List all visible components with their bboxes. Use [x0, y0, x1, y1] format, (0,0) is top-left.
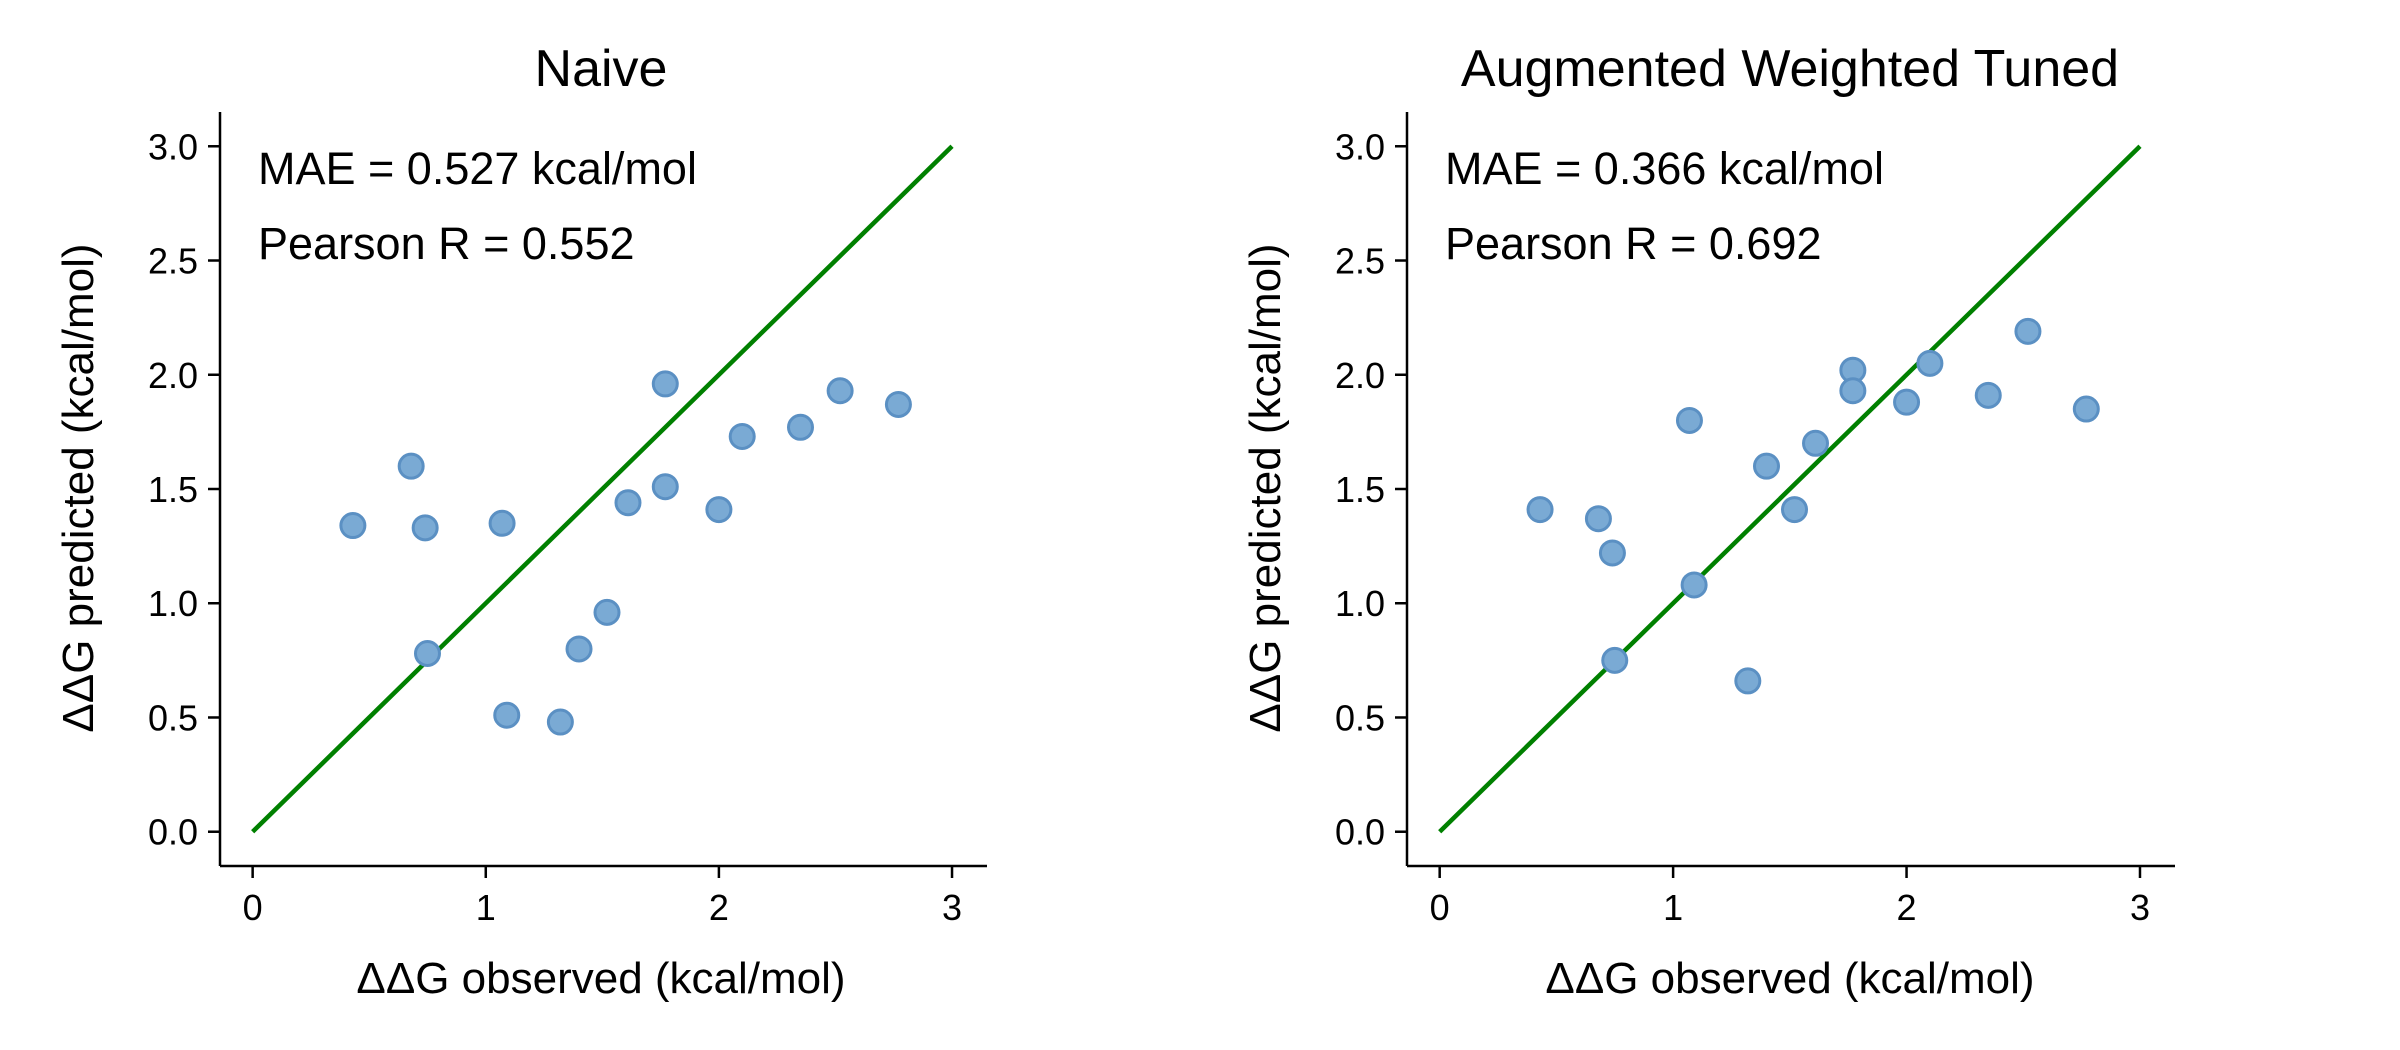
- y-tick-label: 0.0: [1335, 812, 1385, 853]
- data-point: [488, 509, 516, 537]
- data-point: [1916, 349, 1944, 377]
- data-point: [705, 496, 733, 524]
- y-axis-label: ΔΔG predicted (kcal/mol): [1241, 243, 1290, 732]
- data-point: [614, 489, 642, 517]
- data-point: [339, 512, 367, 540]
- pearson-annotation: Pearson R = 0.552: [258, 218, 635, 269]
- data-point: [2014, 317, 2042, 345]
- chart-title: Augmented Weighted Tuned: [1461, 40, 2119, 98]
- x-axis-ticks: 0 1 2 3: [1430, 866, 2150, 928]
- y-tick-label: 0.5: [148, 697, 198, 738]
- data-point: [593, 598, 621, 626]
- y-axis-ticks: 0.0 0.5 1.0 1.5 2.0 2.5 3.0: [1335, 126, 1407, 853]
- data-point: [1893, 388, 1921, 416]
- y-tick-label: 2.0: [148, 355, 198, 396]
- data-point: [1781, 496, 1809, 524]
- data-point: [651, 473, 679, 501]
- pearson-annotation: Pearson R = 0.692: [1445, 218, 1822, 269]
- data-point: [397, 452, 425, 480]
- data-point: [2072, 395, 2100, 423]
- chart-title: Naive: [535, 40, 668, 98]
- data-point: [1802, 429, 1830, 457]
- y-tick-label: 1.0: [148, 583, 198, 624]
- data-point: [884, 390, 912, 418]
- data-point: [1598, 539, 1626, 567]
- y-axis-ticks: 0.0 0.5 1.0 1.5 2.0 2.5 3.0: [148, 126, 220, 853]
- y-tick-label: 1.5: [1335, 469, 1385, 510]
- y-tick-label: 3.0: [1335, 126, 1385, 167]
- x-tick-label: 3: [942, 887, 962, 928]
- data-point: [1675, 406, 1703, 434]
- data-point: [493, 701, 521, 729]
- x-tick-label: 2: [1897, 887, 1917, 928]
- data-point: [1974, 381, 2002, 409]
- data-point: [411, 514, 439, 542]
- data-points: [1526, 317, 2100, 695]
- reference-line-group: [251, 144, 954, 834]
- data-point: [1584, 505, 1612, 533]
- x-tick-label: 0: [243, 887, 263, 928]
- x-axis-label: ΔΔG observed (kcal/mol): [356, 954, 845, 1003]
- data-point: [826, 377, 854, 405]
- x-tick-label: 1: [476, 887, 496, 928]
- data-point: [1752, 452, 1780, 480]
- panel-naive: Naive MAE = 0.527 kcal/mol Pearson R = 0…: [54, 40, 987, 1003]
- y-tick-label: 1.0: [1335, 583, 1385, 624]
- data-point: [651, 370, 679, 398]
- data-point: [1839, 377, 1867, 405]
- mae-annotation: MAE = 0.366 kcal/mol: [1445, 143, 1884, 194]
- y-tick-label: 3.0: [148, 126, 198, 167]
- data-point: [786, 413, 814, 441]
- identity-reference-line: [1438, 144, 2142, 834]
- data-points: [339, 370, 912, 736]
- data-point: [565, 635, 593, 663]
- y-tick-label: 0.0: [148, 812, 198, 853]
- y-tick-label: 2.5: [1335, 241, 1385, 282]
- data-point: [1601, 646, 1629, 674]
- y-tick-label: 2.5: [148, 241, 198, 282]
- data-point: [546, 708, 574, 736]
- mae-annotation: MAE = 0.527 kcal/mol: [258, 143, 697, 194]
- data-point: [1680, 571, 1708, 599]
- reference-line-group: [1438, 144, 2142, 834]
- data-point: [728, 422, 756, 450]
- x-tick-label: 1: [1663, 887, 1683, 928]
- data-point: [1526, 496, 1554, 524]
- identity-reference-line: [251, 144, 954, 834]
- x-tick-label: 2: [709, 887, 729, 928]
- panel-augmented-weighted-tuned: Augmented Weighted Tuned MAE = 0.366 kca…: [1241, 40, 2175, 1003]
- x-tick-label: 3: [2130, 887, 2150, 928]
- x-axis-label: ΔΔG observed (kcal/mol): [1545, 954, 2034, 1003]
- y-axis-label: ΔΔG predicted (kcal/mol): [54, 243, 103, 732]
- y-tick-label: 1.5: [148, 469, 198, 510]
- y-tick-label: 0.5: [1335, 697, 1385, 738]
- x-axis-ticks: 0 1 2 3: [243, 866, 962, 928]
- data-point: [413, 640, 441, 668]
- y-tick-label: 2.0: [1335, 355, 1385, 396]
- data-point: [1734, 667, 1762, 695]
- x-tick-label: 0: [1430, 887, 1450, 928]
